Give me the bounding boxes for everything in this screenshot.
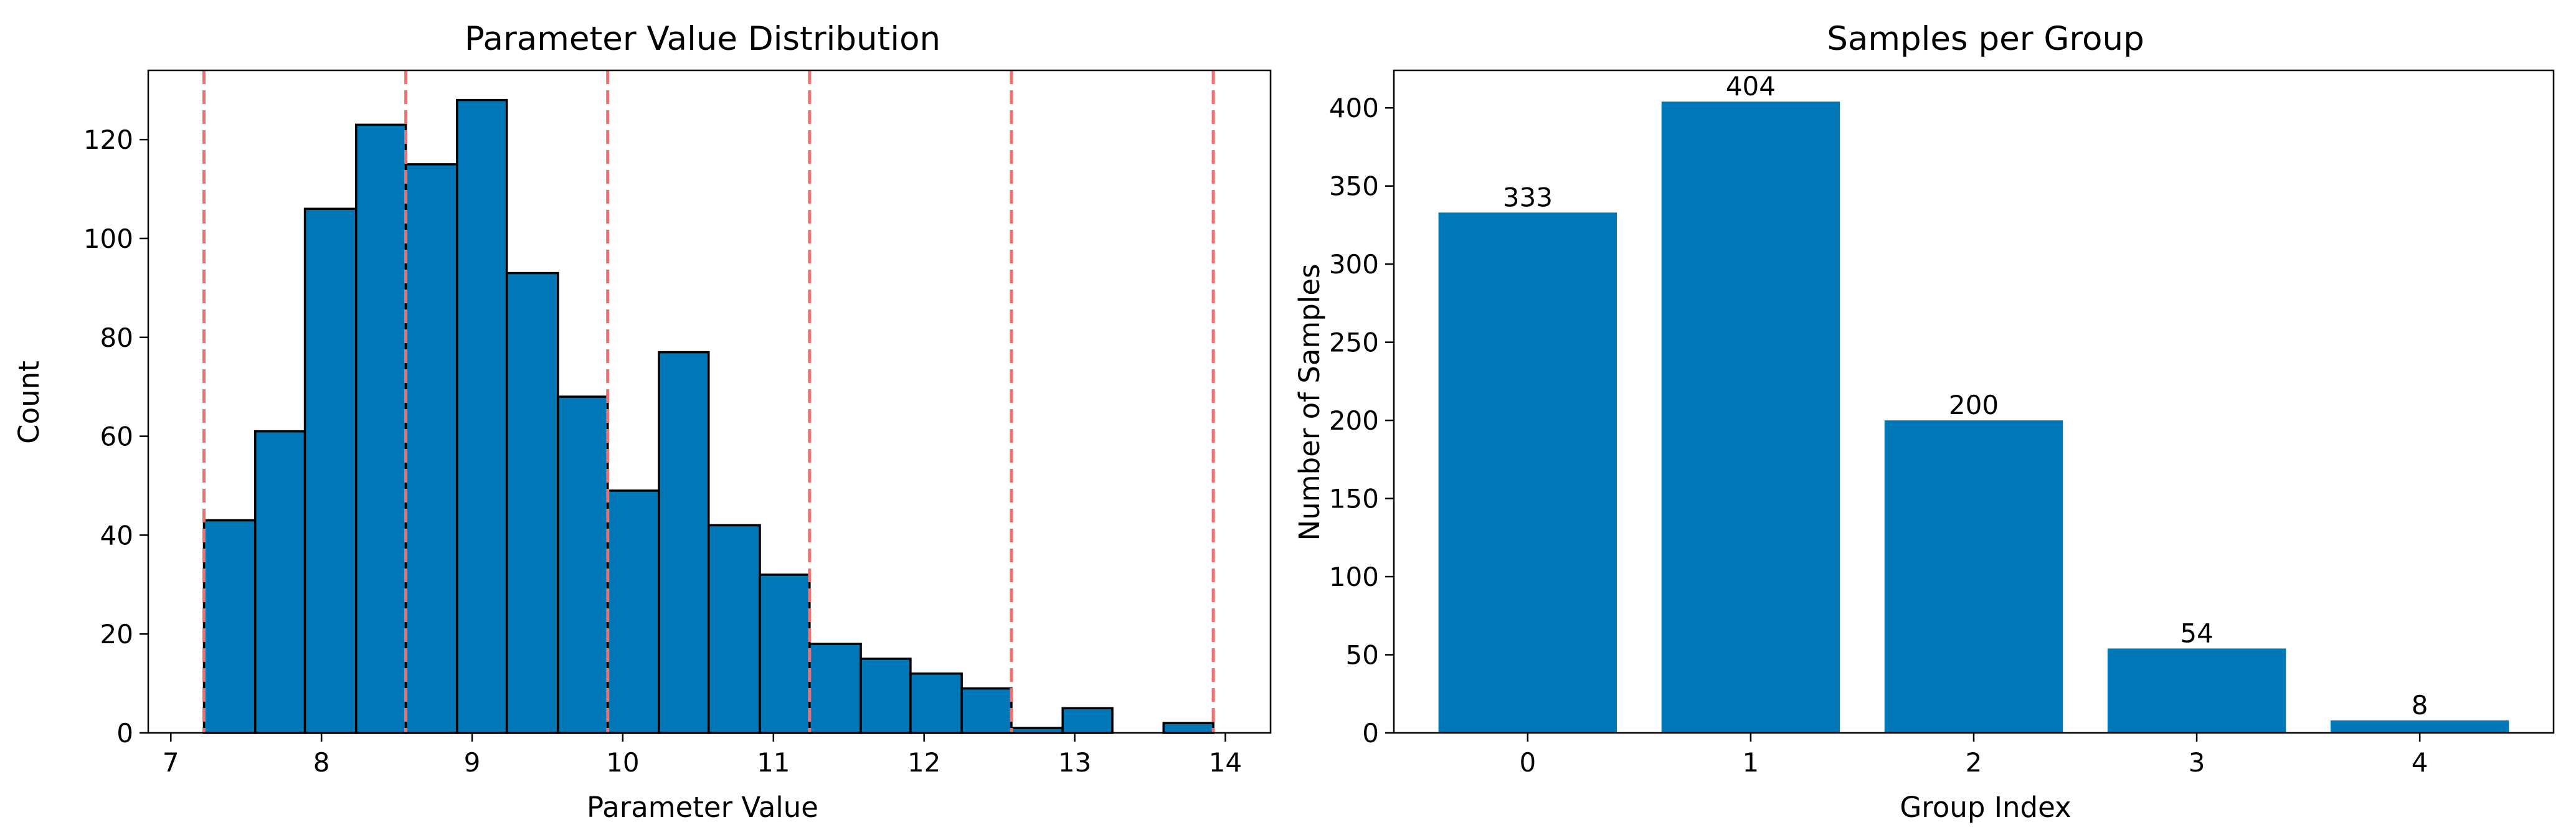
bar (1438, 212, 1617, 733)
bar-chart-y-axis-label: Number of Samples (1293, 264, 1326, 541)
x-tick-label: 8 (313, 747, 330, 778)
y-tick-label: 100 (1329, 562, 1379, 592)
x-tick-label: 11 (757, 747, 790, 778)
histogram-bar (708, 524, 761, 734)
y-tick-label: 200 (1329, 405, 1379, 436)
y-tick-label: 0 (116, 718, 133, 748)
y-tick-label: 250 (1329, 328, 1379, 358)
x-tick-label: 10 (606, 747, 639, 778)
x-tick-label: 14 (1209, 747, 1242, 778)
y-tick-label: 400 (1329, 93, 1379, 123)
histogram-bar (404, 163, 458, 734)
bar-chart-y-ticks: 0 50 100 150 200 250 300 350 400 (1329, 93, 1394, 748)
y-tick-label: 100 (83, 224, 133, 254)
histogram-bar (303, 207, 358, 734)
histogram-bar (456, 98, 508, 734)
y-tick-label: 40 (100, 520, 133, 550)
histogram-bar (808, 643, 862, 734)
histogram-panel: Parameter Value Distribution Parameter V… (12, 20, 1272, 824)
bar-value-label: 404 (1726, 71, 1776, 101)
y-tick-label: 120 (83, 125, 133, 155)
histogram-bar (606, 489, 660, 734)
x-tick-label: 2 (1966, 747, 1982, 778)
bar-value-label: 54 (2180, 618, 2213, 648)
bar (2330, 720, 2509, 733)
histogram-bar (355, 123, 407, 734)
bar (1661, 101, 1840, 734)
x-tick-label: 9 (464, 747, 481, 778)
histogram-bar (557, 395, 609, 734)
histogram-bar (202, 519, 257, 734)
bar-chart-title: Samples per Group (1827, 20, 2144, 58)
bar-chart-x-axis-label: Group Index (1900, 791, 2071, 824)
y-tick-label: 50 (1346, 640, 1379, 671)
histogram-bar (253, 430, 306, 734)
x-tick-label: 4 (2412, 747, 2428, 778)
y-tick-label: 0 (1362, 718, 1379, 748)
bar-value-label: 333 (1503, 182, 1553, 212)
bar-value-label: 200 (1949, 390, 1999, 420)
bar-chart-panel: Samples per Group Group Index Number of … (1293, 20, 2555, 824)
x-tick-label: 3 (2189, 747, 2205, 778)
x-tick-label: 1 (1743, 747, 1759, 778)
y-tick-label: 350 (1329, 171, 1379, 202)
histogram-bar (859, 658, 912, 734)
y-tick-label: 150 (1329, 484, 1379, 514)
group-boundary-lines (202, 70, 1215, 733)
histogram-x-axis-label: Parameter Value (587, 791, 818, 824)
histogram-title: Parameter Value Distribution (465, 20, 940, 58)
histogram-bar (909, 672, 963, 734)
bar (2107, 648, 2286, 733)
histogram-y-axis-label: Count (12, 361, 45, 444)
bar (1884, 420, 2063, 733)
x-tick-label: 12 (907, 747, 940, 778)
histogram-y-ticks: 0 20 40 60 80 100 120 (83, 125, 148, 748)
histogram-bar (960, 687, 1013, 734)
histogram-bar (759, 573, 811, 734)
bar-chart-x-ticks: 0 1 2 3 4 (1519, 733, 2428, 778)
histogram-bars (202, 98, 1215, 734)
y-tick-label: 300 (1329, 249, 1379, 280)
histogram-x-ticks: 7 8 9 10 11 12 13 14 (163, 733, 1242, 778)
y-tick-label: 80 (100, 323, 133, 353)
bar-chart-plot-frame (1393, 69, 2555, 734)
histogram-plot-frame (147, 69, 1272, 734)
bar-value-label: 8 (2412, 690, 2428, 720)
y-tick-label: 20 (100, 619, 133, 649)
histogram-bar (505, 271, 559, 734)
bar-data-labels: 333 404 200 54 8 (1503, 71, 2428, 720)
histogram-bar (1061, 707, 1114, 734)
histogram-bar (1162, 722, 1215, 734)
x-tick-label: 0 (1519, 747, 1536, 778)
y-tick-label: 60 (100, 422, 133, 452)
x-tick-label: 7 (163, 747, 179, 778)
bar-chart-bars (1438, 101, 2509, 734)
histogram-bar (658, 351, 710, 734)
x-tick-label: 13 (1058, 747, 1091, 778)
